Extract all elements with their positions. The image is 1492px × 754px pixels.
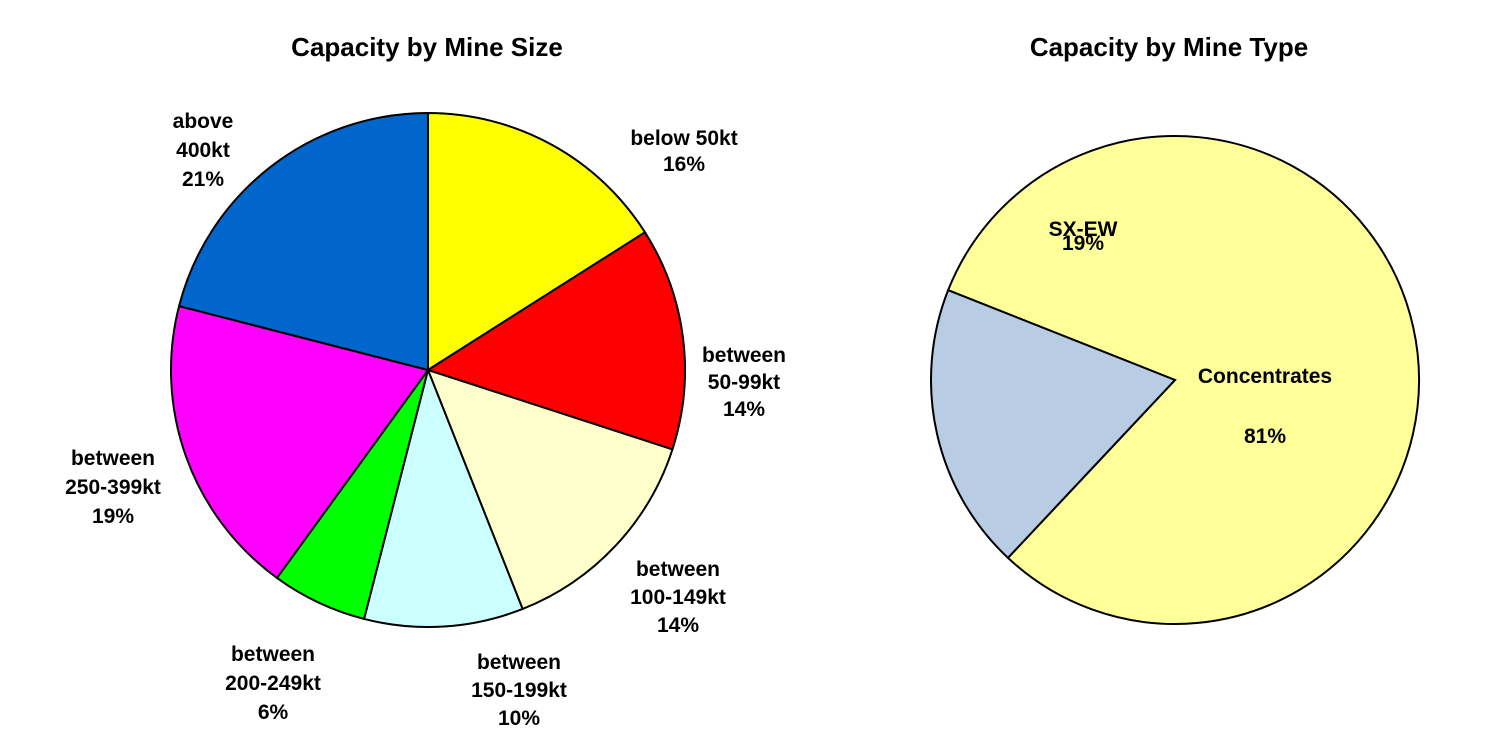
type-pie-slice-0 (946, 135, 1420, 625)
size-pie-label-5: between 250-399kt 19% (65, 447, 161, 528)
size-pie: Capacity by Mine Size below 50kt 16% betwee… (65, 32, 786, 730)
size-pie-label-1: between 50-99kt 14% (702, 344, 786, 421)
size-pie-label-0: below 50kt 16% (630, 127, 737, 176)
size-pie-slice-3 (362, 366, 524, 628)
size-pie-slice-6 (177, 111, 429, 372)
size-pie-label-6: above 400kt 21% (173, 110, 234, 191)
type-pie-label-1: SX-EW 19% (1049, 218, 1118, 255)
size-pie-slice-1 (425, 230, 686, 451)
type-pie-label-0: Concentrates 81% (1198, 365, 1332, 448)
type-pie: Capacity by Mine Type Concentrates 81% SX-E… (930, 32, 1420, 625)
type-pie-title: Capacity by Mine Type (1030, 32, 1308, 62)
type-pie-slice-1 (930, 288, 1177, 560)
size-pie-title: Capacity by Mine Size (291, 32, 563, 62)
size-pie-slice-2 (426, 368, 674, 611)
size-pie-label-3: between 150-199kt 10% (471, 651, 567, 730)
size-pie-label-4: between 200-249kt 6% (225, 643, 321, 724)
size-pie-slice-0 (427, 111, 647, 372)
size-pie-slice-5 (170, 304, 430, 580)
size-pie-label-2: between 100-149kt 14% (630, 558, 726, 637)
